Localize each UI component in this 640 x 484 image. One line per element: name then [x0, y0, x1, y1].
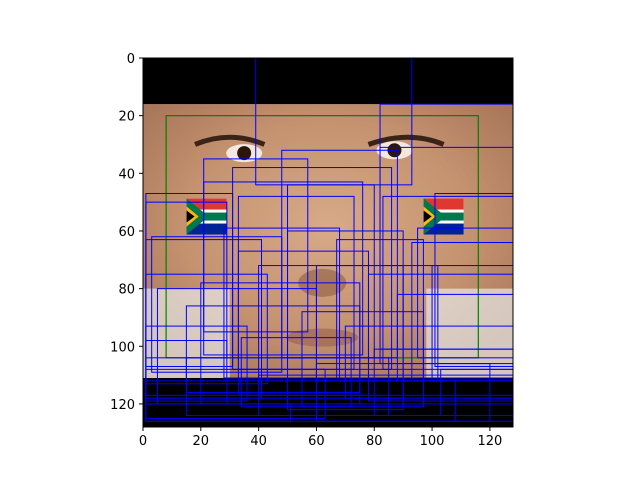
face-image: [143, 58, 513, 427]
y-tick-label: 60: [118, 225, 135, 240]
detection-box: [434, 192, 513, 367]
y-tick-label: 40: [118, 167, 135, 182]
detection-box: [185, 305, 361, 393]
y-axis: 0 20 40 60 80 100 120: [110, 52, 143, 413]
x-tick-label: 40: [250, 434, 267, 449]
detection-box: [417, 227, 513, 359]
top-black-band: [143, 58, 513, 105]
left-cheek-flag: [186, 198, 227, 235]
detection-box: [240, 337, 352, 408]
detection-box: [223, 227, 341, 379]
bounding-boxes: [145, 58, 513, 422]
x-tick-label: 60: [308, 434, 325, 449]
y-tick-label: 20: [118, 110, 135, 125]
axes-frame: [142, 57, 514, 428]
detection-box: [411, 242, 513, 379]
detection-box: [301, 311, 424, 408]
left-iris: [237, 146, 252, 161]
detection-box: [344, 325, 513, 399]
x-tick-label: 20: [193, 434, 210, 449]
y-tick-label: 100: [110, 340, 135, 355]
right-cheek-flag: [423, 198, 464, 235]
detection-box: [145, 403, 291, 422]
detection-box: [203, 181, 364, 356]
detection-box: [185, 357, 390, 416]
y-tick-label: 0: [127, 52, 135, 67]
right-eyebrow: [367, 134, 445, 147]
x-tick-label: 80: [366, 434, 383, 449]
detection-box: [336, 239, 424, 379]
y-tick-label: 120: [110, 398, 135, 413]
shirt-right: [426, 288, 513, 378]
detection-box: [315, 380, 456, 422]
y-tick-label: 80: [118, 283, 135, 298]
detection-box: [440, 368, 513, 416]
bottom-black-band: [143, 377, 513, 427]
detection-box: [151, 236, 283, 373]
x-tick-label: 120: [477, 434, 502, 449]
x-axis: 0 20 40 60 80 100 120: [139, 427, 502, 449]
x-tick-label: 0: [139, 434, 147, 449]
x-tick-label: 100: [420, 434, 445, 449]
left-eyebrow: [194, 134, 266, 147]
